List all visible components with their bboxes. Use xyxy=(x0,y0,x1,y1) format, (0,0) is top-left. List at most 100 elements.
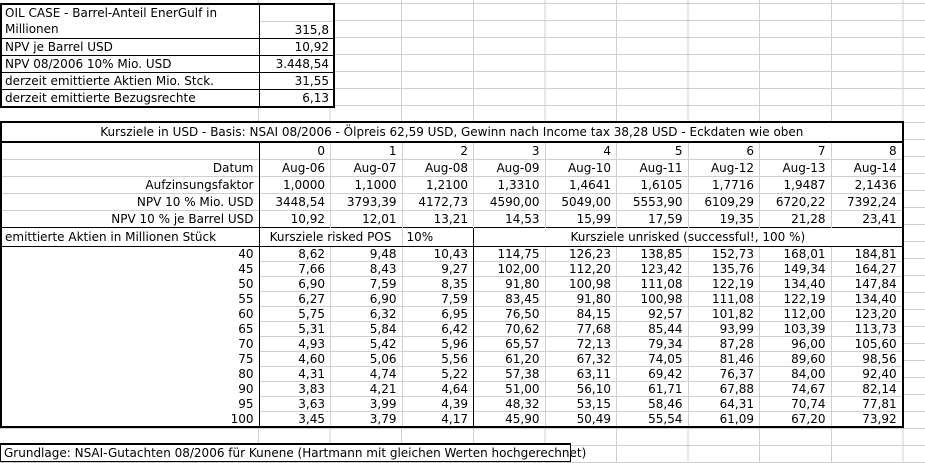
price-target-cell: 98,56 xyxy=(830,351,903,367)
price-target-cell: 72,13 xyxy=(544,336,617,352)
value-cell: Aug-11 xyxy=(616,159,688,177)
price-target-cell: 112,00 xyxy=(759,306,831,322)
price-target-cell: 6,95 xyxy=(401,306,474,322)
price-target-cell: 126,23 xyxy=(544,246,617,262)
shares-axis-label: emittierte Aktien in Millionen Stück xyxy=(1,227,260,247)
summary-table: OIL CASE - Barrel-Anteil EnerGulf in Mil… xyxy=(0,3,335,108)
value-cell: 17,59 xyxy=(616,210,688,228)
year-index-cell: 7 xyxy=(759,141,831,160)
value-cell: 3793,39 xyxy=(330,193,402,211)
price-target-cell: 4,93 xyxy=(258,336,331,352)
value-cell: 1,7716 xyxy=(687,176,760,194)
price-target-cell: 84,15 xyxy=(544,306,617,322)
price-target-cell: 6,42 xyxy=(401,321,474,337)
price-target-cell: 4,31 xyxy=(258,366,331,382)
price-target-cell: 70,62 xyxy=(473,321,545,337)
value-cell: 12,01 xyxy=(330,210,402,228)
summary-value: 6,13 xyxy=(259,89,334,107)
summary-value: 10,92 xyxy=(259,38,334,56)
value-cell: 2,1436 xyxy=(830,176,903,194)
price-target-cell: 67,88 xyxy=(687,381,760,397)
year-index-cell: 2 xyxy=(401,141,474,160)
source-note: Grundlage: NSAI-Gutachten 08/2006 für Ku… xyxy=(0,443,586,462)
value-cell: 10,92 xyxy=(258,210,331,228)
price-target-cell: 91,80 xyxy=(544,291,617,307)
summary-value: 31,55 xyxy=(259,72,334,90)
header-rows-container: 0 1 2 3 4 5 6 7 8 Datum Aug-06 Aug-07 Aug-08 Aug-09 Au… xyxy=(1,141,903,228)
price-target-cell: 56,10 xyxy=(544,381,617,397)
price-target-cell: 111,08 xyxy=(687,291,760,307)
price-target-cell: 51,00 xyxy=(473,381,545,397)
price-targets-table: Kursziele in USD - Basis: NSAI 08/2006 -… xyxy=(0,121,904,428)
price-target-cell: 69,42 xyxy=(616,366,688,382)
price-target-cell: 87,28 xyxy=(687,336,760,352)
year-index-cell: 6 xyxy=(687,141,760,160)
price-target-cell: 77,68 xyxy=(544,321,617,337)
shares-count-cell: 40 xyxy=(1,246,260,262)
price-target-cell: 92,40 xyxy=(830,366,903,382)
shares-count-cell: 100 xyxy=(1,411,260,427)
row-label-cell: Datum xyxy=(1,159,260,177)
price-target-cell: 5,56 xyxy=(401,351,474,367)
price-target-cell: 4,74 xyxy=(330,366,402,382)
data-rows-container: 40 8,62 9,48 10,43 114,75 126,23 138,85 152,73 1… xyxy=(1,246,903,427)
price-target-cell: 4,17 xyxy=(401,411,474,427)
price-target-cell: 4,39 xyxy=(401,396,474,412)
price-target-cell: 73,92 xyxy=(830,411,903,427)
price-target-cell: 63,11 xyxy=(544,366,617,382)
price-target-cell: 9,48 xyxy=(330,246,402,262)
summary-label: OIL CASE - Barrel-Anteil EnerGulf in Mil… xyxy=(1,4,260,39)
price-target-cell: 55,54 xyxy=(616,411,688,427)
price-target-cell: 67,20 xyxy=(759,411,831,427)
price-target-cell: 3,63 xyxy=(258,396,331,412)
price-target-cell: 184,81 xyxy=(830,246,903,262)
value-cell: 1,6105 xyxy=(616,176,688,194)
price-target-cell: 6,27 xyxy=(258,291,331,307)
price-target-cell: 5,42 xyxy=(330,336,402,352)
value-cell: 1,1000 xyxy=(330,176,402,194)
price-target-cell: 4,21 xyxy=(330,381,402,397)
price-target-cell: 5,84 xyxy=(330,321,402,337)
price-target-cell: 74,67 xyxy=(759,381,831,397)
price-target-cell: 61,09 xyxy=(687,411,760,427)
price-target-cell: 8,62 xyxy=(258,246,331,262)
summary-value: 3.448,54 xyxy=(259,55,334,73)
price-target-cell: 123,20 xyxy=(830,306,903,322)
row-label-cell xyxy=(1,141,260,160)
shares-count-cell: 60 xyxy=(1,306,260,322)
shares-count-cell: 80 xyxy=(1,366,260,382)
price-target-cell: 102,00 xyxy=(473,261,545,277)
price-target-cell: 3,83 xyxy=(258,381,331,397)
price-target-cell: 138,85 xyxy=(616,246,688,262)
value-cell: 7392,24 xyxy=(830,193,903,211)
price-target-cell: 7,66 xyxy=(258,261,331,277)
value-cell: 13,21 xyxy=(401,210,474,228)
price-target-cell: 122,19 xyxy=(759,291,831,307)
shares-count-cell: 50 xyxy=(1,276,260,292)
price-target-cell: 82,14 xyxy=(830,381,903,397)
price-target-cell: 53,15 xyxy=(544,396,617,412)
shares-count-cell: 70 xyxy=(1,336,260,352)
price-target-cell: 61,20 xyxy=(473,351,545,367)
price-target-cell: 134,40 xyxy=(830,291,903,307)
price-target-cell: 85,44 xyxy=(616,321,688,337)
price-target-cell: 93,99 xyxy=(687,321,760,337)
summary-label: derzeit emittierte Aktien Mio. Stck. xyxy=(1,72,260,90)
price-target-cell: 6,32 xyxy=(330,306,402,322)
price-target-cell: 83,45 xyxy=(473,291,545,307)
value-cell: 19,35 xyxy=(687,210,760,228)
price-target-cell: 3,45 xyxy=(258,411,331,427)
shares-count-cell: 45 xyxy=(1,261,260,277)
price-target-cell: 3,79 xyxy=(330,411,402,427)
price-target-cell: 100,98 xyxy=(616,291,688,307)
value-cell: Aug-06 xyxy=(258,159,331,177)
price-target-cell: 8,35 xyxy=(401,276,474,292)
price-target-cell: 48,32 xyxy=(473,396,545,412)
year-index-cell: 4 xyxy=(544,141,617,160)
price-target-cell: 6,90 xyxy=(258,276,331,292)
price-target-cell: 149,34 xyxy=(759,261,831,277)
price-target-cell: 103,39 xyxy=(759,321,831,337)
price-target-cell: 112,20 xyxy=(544,261,617,277)
price-target-cell: 122,19 xyxy=(687,276,760,292)
price-target-cell: 57,38 xyxy=(473,366,545,382)
